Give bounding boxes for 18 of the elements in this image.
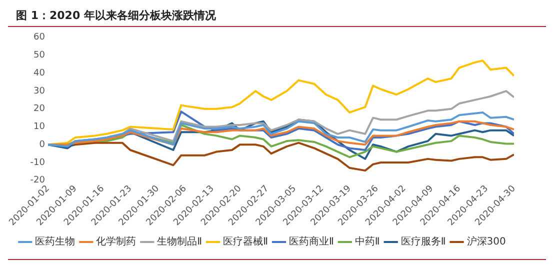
legend-label: 医药生物	[35, 236, 76, 248]
y-tick-label: 30	[34, 86, 46, 96]
legend-label: 生物制品Ⅱ	[157, 236, 202, 248]
y-tick-label: -20	[30, 176, 46, 186]
legend-label: 医疗器械Ⅱ	[223, 236, 268, 248]
legend-label: 化学制药	[96, 236, 136, 248]
legend-label: 沪深300	[466, 236, 506, 248]
y-tick-label: 20	[34, 104, 46, 114]
legend-label: 医药商业Ⅱ	[288, 236, 334, 248]
y-tick-label: 50	[34, 50, 46, 61]
y-tick-label: 40	[34, 68, 46, 78]
y-tick-label: 10	[34, 122, 46, 132]
legend-label: 医疗服务Ⅱ	[400, 236, 446, 248]
y-tick-label: 60	[34, 32, 46, 43]
y-tick-label: 0	[39, 140, 46, 150]
y-tick-label: -10	[30, 158, 46, 168]
legend-label: 中药Ⅱ	[354, 236, 380, 248]
chart-title: 图 1：2020 年以来各细分板块涨跌情况	[15, 8, 217, 24]
